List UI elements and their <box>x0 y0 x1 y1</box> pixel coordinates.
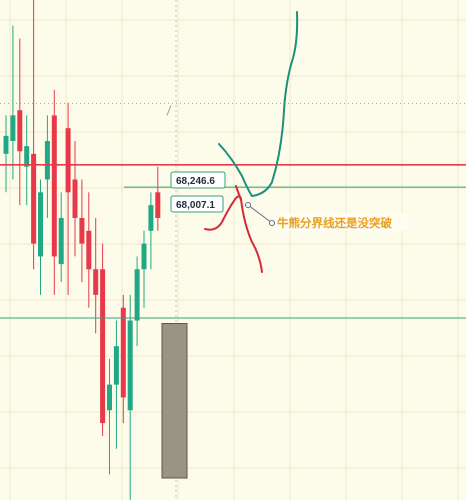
high-price-label: 68,246.6 <box>176 176 215 187</box>
candle-body <box>155 192 161 218</box>
candle-body <box>72 179 78 218</box>
candle-body <box>86 230 92 270</box>
annotation-note: 牛熊分界线还是没突破 <box>277 216 392 230</box>
candle-body <box>113 346 119 385</box>
candle-body <box>120 307 126 398</box>
candle-body <box>24 146 30 167</box>
candle-body <box>58 217 64 265</box>
candle-body <box>100 269 106 424</box>
candle-body <box>38 192 43 257</box>
high-tag-connector <box>166 105 172 116</box>
resistance-price-label: 68,007.1 <box>176 200 215 211</box>
high-price-tag: 68,246.6 <box>170 171 226 189</box>
bearish-branch-tick <box>235 185 242 201</box>
candlestick-series <box>3 0 161 500</box>
candle-body <box>148 205 154 231</box>
candle-body <box>79 217 85 244</box>
candle-body <box>44 141 50 180</box>
candle-body <box>107 384 112 411</box>
resistance-price-tag: 68,007.1 <box>170 195 224 213</box>
candle-body <box>141 243 147 270</box>
candle-body <box>134 269 140 321</box>
candle-body <box>10 115 16 142</box>
candle-body <box>127 320 133 411</box>
candle-body <box>17 110 23 152</box>
candle-body <box>65 128 71 193</box>
hand-drawn-projections <box>204 11 299 273</box>
bullish-projection-curve <box>218 11 299 198</box>
annotation-callout: 牛熊分界线还是没突破 <box>245 202 409 231</box>
candle-body <box>93 269 99 295</box>
candle-body <box>51 115 57 257</box>
candle-body <box>31 153 37 244</box>
projection-box <box>161 323 188 479</box>
candle-body <box>3 135 9 154</box>
